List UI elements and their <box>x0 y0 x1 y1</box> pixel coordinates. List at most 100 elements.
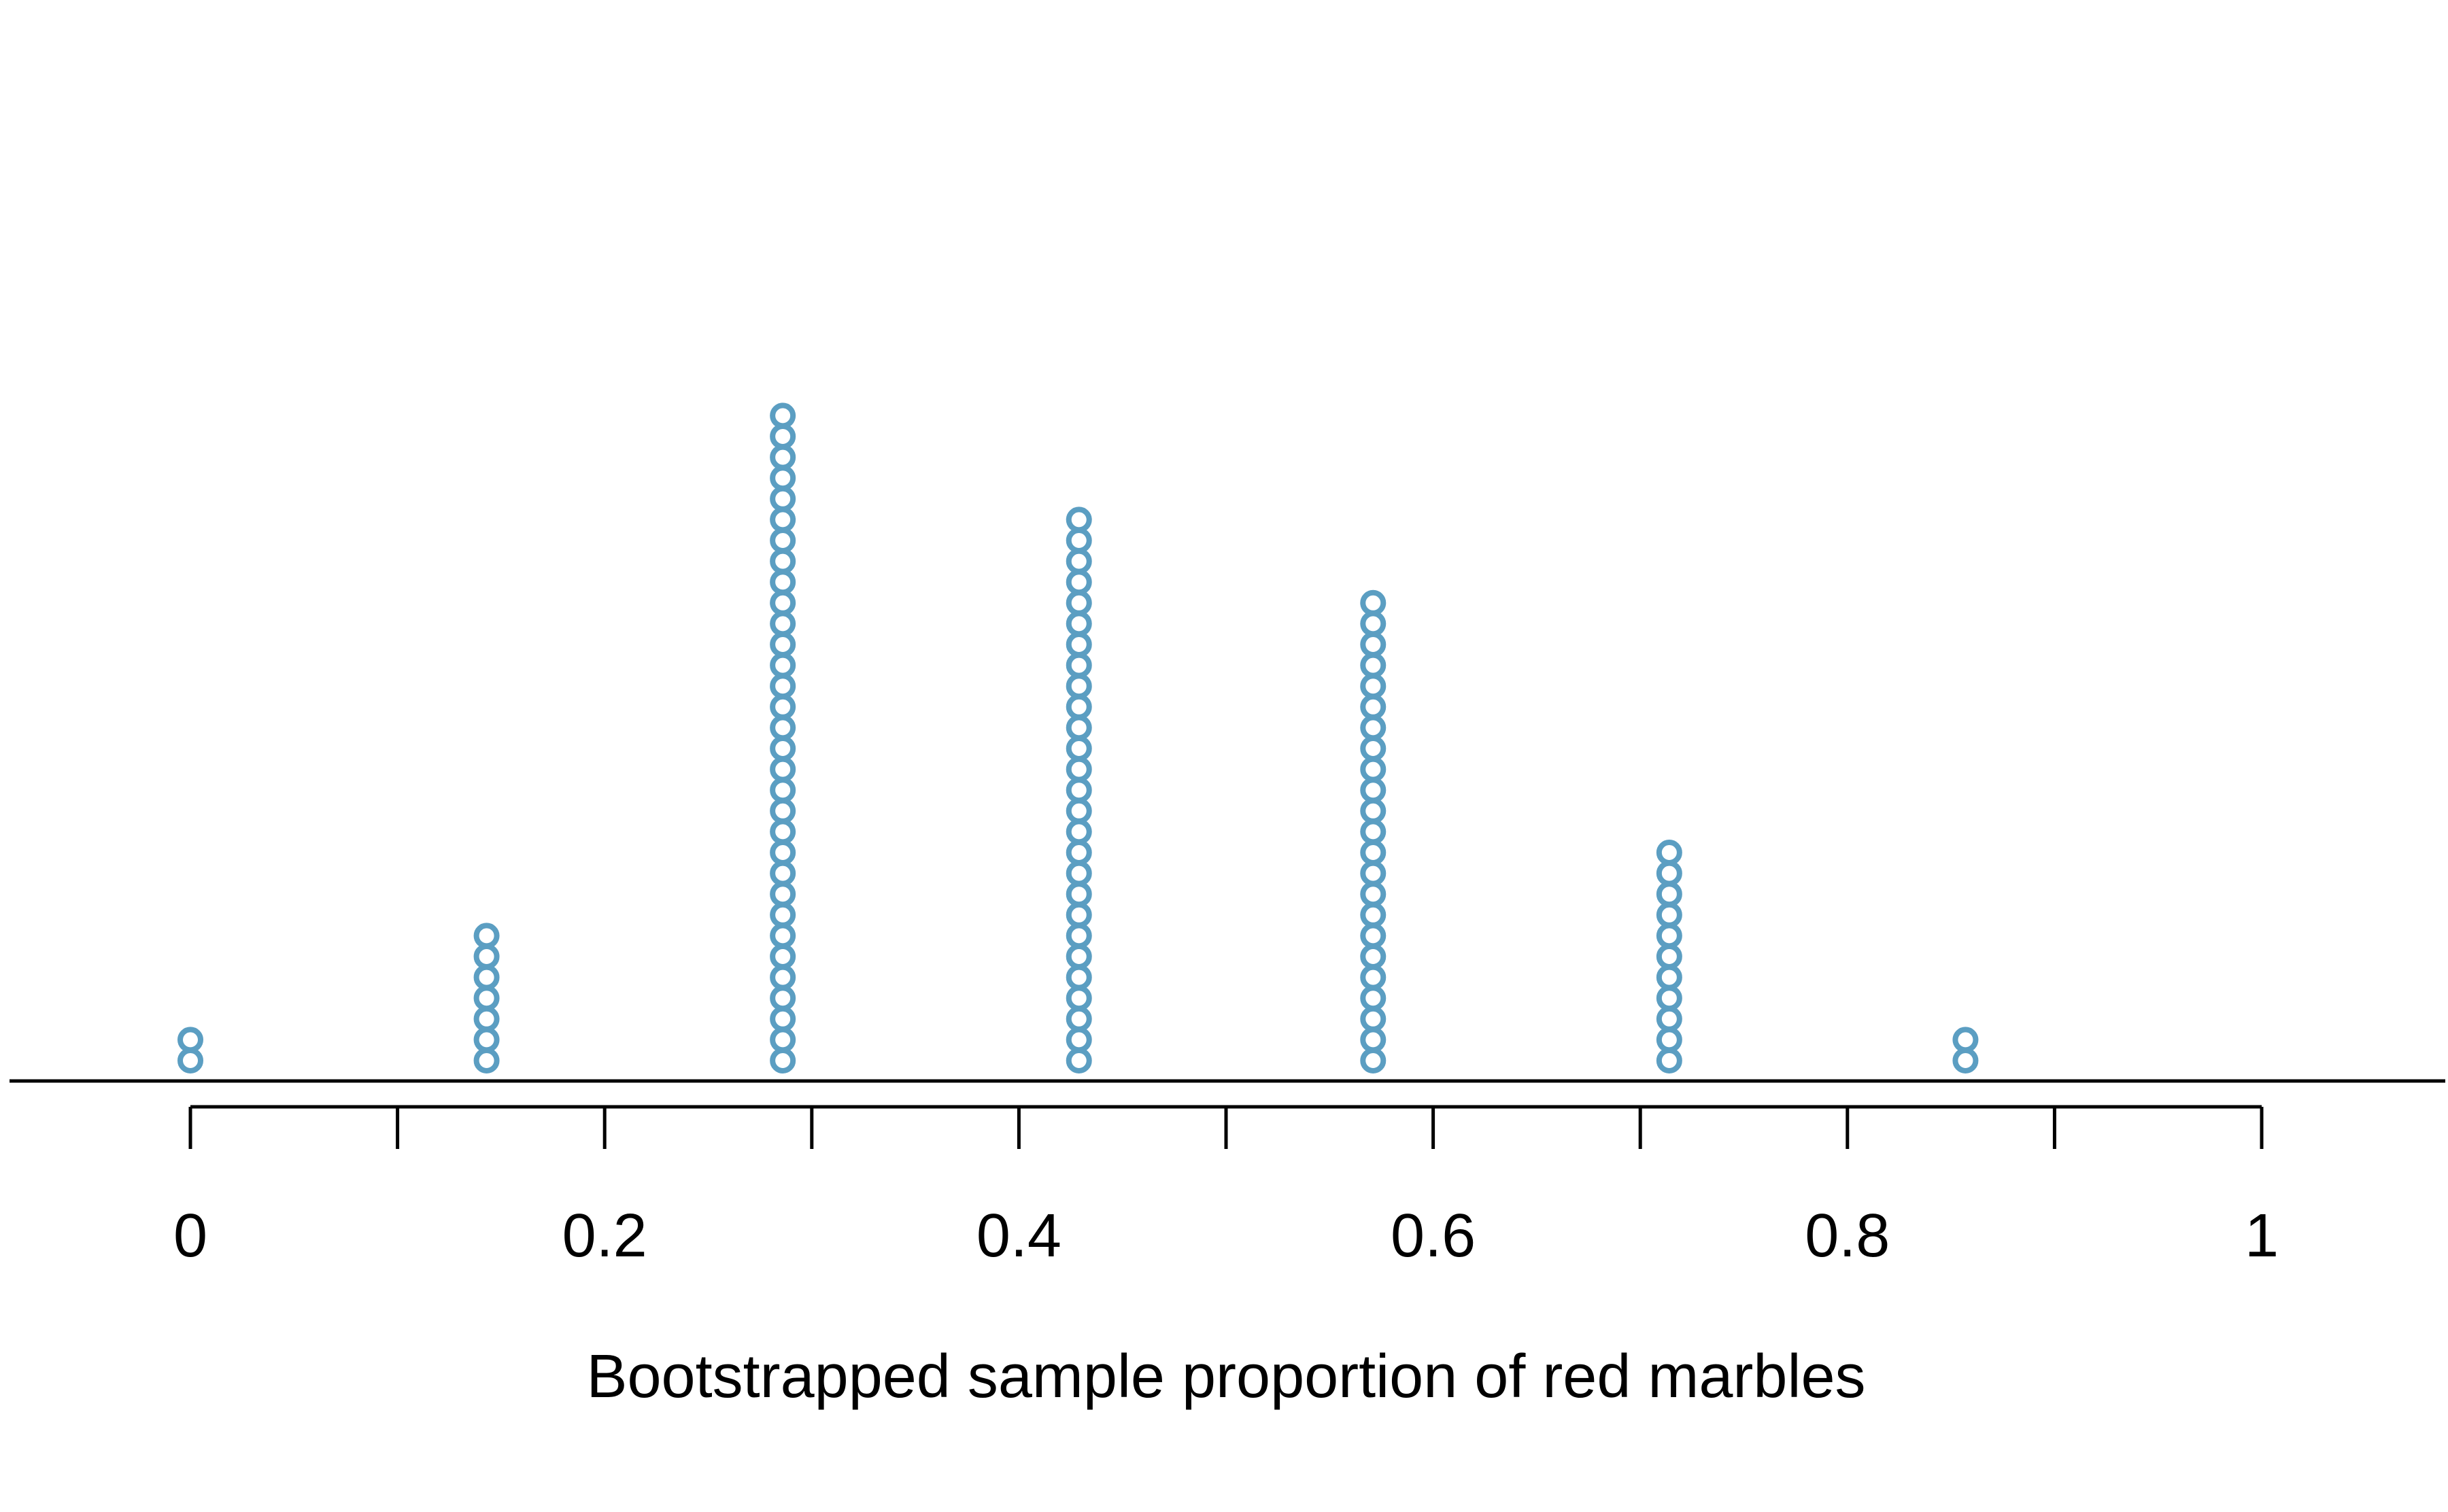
data-dot <box>1656 901 1682 928</box>
data-dot <box>1066 756 1092 783</box>
data-dot <box>1066 777 1092 804</box>
data-dot <box>770 964 796 991</box>
data-dot <box>770 797 796 824</box>
data-dot <box>770 819 796 845</box>
data-dot <box>1360 985 1387 1012</box>
data-dot <box>1656 881 1682 908</box>
data-dot <box>1360 964 1387 991</box>
data-dot <box>770 528 796 553</box>
data-dot <box>770 424 796 449</box>
data-dot <box>1066 569 1092 596</box>
data-dot <box>1360 819 1387 845</box>
data-dot <box>1066 693 1092 720</box>
data-dot <box>770 589 796 616</box>
data-dot <box>473 944 500 969</box>
data-dot <box>1360 840 1387 865</box>
x-tick-label: 1 <box>2245 1202 2279 1270</box>
data-dot <box>1066 632 1092 657</box>
data-dot <box>770 901 796 928</box>
x-tick-label: 0.6 <box>1391 1202 1476 1270</box>
data-dot <box>1066 506 1092 533</box>
data-dot <box>1656 985 1682 1012</box>
data-dot <box>1066 1048 1092 1073</box>
data-dot <box>1066 881 1092 908</box>
data-dot <box>1656 1006 1682 1032</box>
data-dot <box>1066 944 1092 969</box>
data-dot <box>1952 1048 1979 1073</box>
data-dot <box>1360 715 1387 741</box>
data-dot <box>1360 736 1387 761</box>
data-dot <box>1360 673 1387 700</box>
data-dot <box>177 1048 203 1073</box>
x-tick-label: 0 <box>173 1202 207 1270</box>
data-dot <box>1656 944 1682 969</box>
x-axis: 0 0.2 0.4 0.6 0.8 1 <box>173 1105 2279 1270</box>
data-dot <box>770 985 796 1012</box>
data-dot <box>770 860 796 887</box>
data-dot <box>1360 1006 1387 1032</box>
data-dot <box>770 506 796 533</box>
data-dot <box>770 736 796 761</box>
data-dot <box>1360 1027 1387 1053</box>
data-dot <box>1066 1006 1092 1032</box>
data-dot <box>1360 1048 1387 1073</box>
data-dot <box>1360 756 1387 783</box>
data-dot <box>770 611 796 637</box>
x-tick-label: 0.8 <box>1805 1202 1890 1270</box>
data-dot <box>770 1006 796 1032</box>
data-dot <box>1656 923 1682 949</box>
data-dot <box>770 715 796 741</box>
data-dot <box>770 944 796 969</box>
x-axis-label: Bootstrapped sample proportion of red ma… <box>586 1343 1865 1411</box>
data-dot <box>770 923 796 949</box>
data-dot <box>473 964 500 991</box>
data-dot <box>1066 819 1092 845</box>
data-dot <box>1066 1027 1092 1053</box>
data-dot <box>1066 901 1092 928</box>
data-dot <box>1066 964 1092 991</box>
data-dot <box>770 402 796 429</box>
data-dot <box>770 756 796 783</box>
data-dot <box>770 632 796 657</box>
data-dot <box>473 1027 500 1053</box>
data-dot <box>770 777 796 804</box>
data-dot <box>1066 736 1092 761</box>
data-dot <box>770 840 796 865</box>
data-dot <box>770 1048 796 1073</box>
data-dot <box>770 652 796 678</box>
data-dot <box>770 881 796 908</box>
data-dot <box>1066 548 1092 574</box>
data-dot <box>770 548 796 574</box>
data-dot <box>1360 797 1387 824</box>
data-dot <box>1066 860 1092 887</box>
data-dot <box>1066 985 1092 1012</box>
dots-layer <box>177 402 1979 1073</box>
data-dot <box>1360 652 1387 678</box>
data-dot <box>770 1027 796 1053</box>
data-dot <box>770 693 796 720</box>
data-dot <box>1066 652 1092 678</box>
x-tick-label: 0.4 <box>976 1202 1061 1270</box>
data-dot <box>1360 693 1387 720</box>
data-dot <box>473 985 500 1012</box>
data-dot <box>1360 923 1387 949</box>
data-dot <box>1066 797 1092 824</box>
data-dot <box>1066 673 1092 700</box>
data-dot <box>1656 840 1682 865</box>
data-dot <box>1360 632 1387 657</box>
data-dot <box>1952 1027 1979 1053</box>
data-dot <box>177 1027 203 1053</box>
data-dot <box>473 1006 500 1032</box>
data-dot <box>1360 901 1387 928</box>
data-dot <box>1360 881 1387 908</box>
data-dot <box>1360 860 1387 887</box>
data-dot <box>770 673 796 700</box>
data-dot <box>1360 944 1387 969</box>
data-dot <box>1066 611 1092 637</box>
data-dot <box>770 444 796 470</box>
data-dot <box>1066 715 1092 741</box>
data-dot <box>1360 589 1387 616</box>
data-dot <box>1066 840 1092 865</box>
data-dot <box>1360 777 1387 804</box>
